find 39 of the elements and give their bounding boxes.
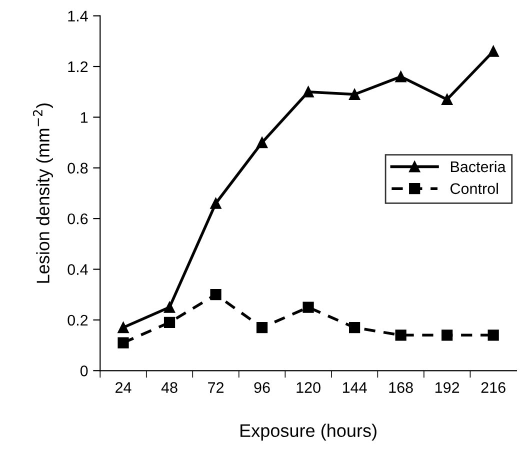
point <box>210 289 222 300</box>
point <box>164 316 176 328</box>
x-tick-label: 144 <box>342 382 367 393</box>
y-tick-label: 0.4 <box>68 264 88 275</box>
point <box>395 71 406 82</box>
point <box>442 330 453 341</box>
x-tick-label: 24 <box>116 382 132 393</box>
legend-label: Control <box>450 182 498 194</box>
point <box>256 136 268 148</box>
y-tick-label: 1.4 <box>68 10 88 22</box>
point <box>488 46 499 57</box>
point <box>210 198 222 209</box>
point <box>395 330 406 341</box>
x-tick-label: 192 <box>435 382 460 393</box>
x-tick-label: 216 <box>481 382 506 393</box>
point <box>302 86 314 98</box>
x-tick-label: 48 <box>161 382 178 393</box>
point <box>302 302 314 313</box>
point <box>488 330 499 341</box>
point <box>256 322 268 334</box>
point <box>164 302 176 313</box>
x-tick-label: 96 <box>254 382 270 393</box>
x-axis-title: Exposure (hours) <box>240 424 376 441</box>
x-tick-label: 168 <box>389 382 413 393</box>
point <box>349 322 360 334</box>
y-axis-title: Lesion density (mm$^{−2}$) <box>32 104 54 283</box>
y-tick-label: 1 <box>80 112 88 123</box>
y-tick-label: 0 <box>80 366 88 376</box>
point <box>442 94 453 106</box>
point <box>118 322 129 334</box>
point <box>349 88 360 100</box>
x-tick-label: 120 <box>296 382 320 393</box>
legend-label: Bacteria <box>450 160 506 172</box>
point <box>118 337 129 348</box>
y-tick-label: 0.8 <box>68 162 88 174</box>
y-tick-label: 0.6 <box>68 213 88 224</box>
y-tick-label: 0.2 <box>68 314 88 326</box>
x-tick-label: 72 <box>208 382 224 393</box>
y-tick-label: 1.2 <box>68 61 88 72</box>
